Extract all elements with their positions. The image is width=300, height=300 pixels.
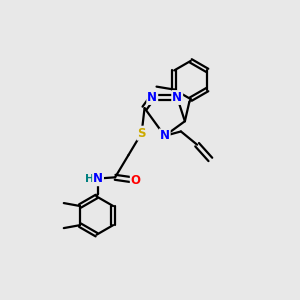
- Text: S: S: [137, 127, 146, 140]
- Text: N: N: [147, 91, 157, 104]
- Text: H: H: [85, 174, 94, 184]
- Text: O: O: [131, 174, 141, 187]
- Text: N: N: [172, 91, 182, 104]
- Text: N: N: [160, 129, 170, 142]
- Text: N: N: [93, 172, 103, 185]
